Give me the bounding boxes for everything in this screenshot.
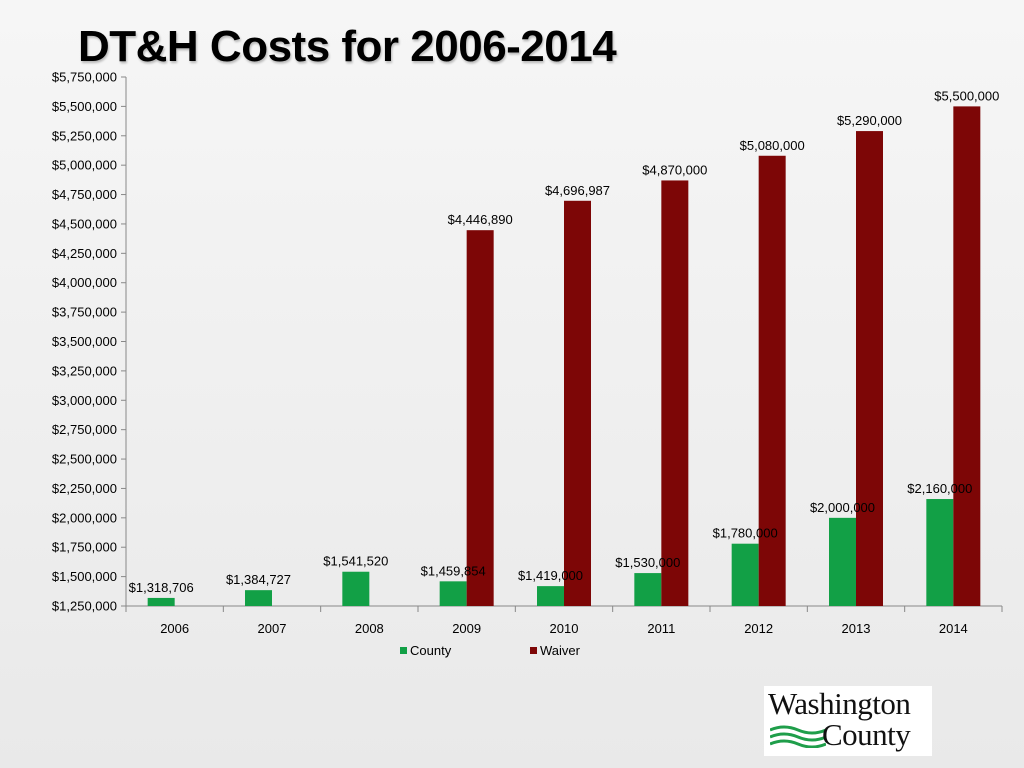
bar-waiver-2013 [856, 131, 883, 606]
washington-county-logo: Washington County [764, 686, 932, 756]
data-label-county-2013: $2,000,000 [810, 500, 875, 515]
legend-swatch-waiver [530, 647, 537, 654]
x-tick-label: 2011 [647, 621, 675, 636]
bar-county-2011 [634, 573, 662, 606]
bar-county-2007 [245, 590, 272, 606]
data-label-county-2009: $1,459,854 [421, 563, 486, 578]
bar-county-2009 [439, 581, 467, 606]
logo-text-county: County [822, 717, 911, 752]
x-tick-label: 2007 [258, 621, 287, 636]
data-label-waiver-2009: $4,446,890 [448, 212, 513, 227]
y-tick-label: $1,500,000 [52, 569, 117, 584]
data-label-county-2007: $1,384,727 [226, 572, 291, 587]
bar-county-2006 [147, 597, 175, 606]
legend-label-county: County [410, 643, 452, 658]
legend: County Waiver [400, 643, 581, 658]
y-tick-label: $1,250,000 [52, 599, 117, 614]
y-tick-label: $2,000,000 [52, 510, 117, 525]
y-tick-label: $3,000,000 [52, 393, 117, 408]
logo-waves-icon [770, 725, 826, 748]
data-label-county-2010: $1,419,000 [518, 568, 583, 583]
y-tick-label: $4,750,000 [52, 187, 117, 202]
x-tick-label: 2012 [744, 621, 773, 636]
page-title: DT&H Costs for 2006-2014 [78, 22, 617, 71]
bar-waiver-2009 [466, 230, 494, 607]
y-tick-label: $1,750,000 [52, 540, 117, 555]
bar-waiver-2012 [758, 155, 786, 607]
bar-county-2013 [829, 517, 856, 606]
bar-county-2014 [926, 499, 954, 606]
data-label-waiver-2012: $5,080,000 [740, 138, 805, 153]
data-label-county-2008: $1,541,520 [323, 554, 388, 569]
data-label-county-2011: $1,530,000 [615, 555, 680, 570]
y-tick-label: $2,750,000 [52, 422, 117, 437]
y-tick-label: $5,750,000 [52, 70, 117, 85]
x-tick-label: 2006 [160, 621, 189, 636]
y-tick-label: $2,500,000 [52, 452, 117, 467]
y-tick-label: $2,250,000 [52, 481, 117, 496]
x-tick-label: 2010 [550, 621, 579, 636]
x-tick-label: 2009 [452, 621, 481, 636]
bar-waiver-2011 [661, 180, 689, 606]
bar-waiver-2014 [953, 106, 981, 606]
x-tick-label: 2008 [355, 621, 384, 636]
y-tick-label: $4,000,000 [52, 275, 117, 290]
legend-label-waiver: Waiver [540, 643, 581, 658]
data-label-waiver-2011: $4,870,000 [642, 162, 707, 177]
data-label-waiver-2010: $4,696,987 [545, 183, 610, 198]
y-tick-label: $4,500,000 [52, 216, 117, 231]
data-label-county-2014: $2,160,000 [907, 481, 972, 496]
x-axis: 2006 2007 2008 2009 2010 2011 2012 2013 2014 [125, 605, 1003, 636]
data-label-county-2012: $1,780,000 [713, 526, 778, 541]
legend-swatch-county [400, 647, 407, 654]
y-tick-label: $3,250,000 [52, 363, 117, 378]
y-tick-label: $3,500,000 [52, 334, 117, 349]
logo-text-washington: Washington [768, 686, 911, 721]
y-tick-label: $5,500,000 [52, 99, 117, 114]
x-tick-label: 2013 [842, 621, 871, 636]
y-tick-label: $5,250,000 [52, 128, 117, 143]
data-label-county-2006: $1,318,706 [129, 580, 194, 595]
y-tick-label: $3,750,000 [52, 305, 117, 320]
data-label-waiver-2014: $5,500,000 [934, 88, 999, 103]
bar-county-2008 [342, 571, 370, 606]
x-tick-label: 2014 [939, 621, 968, 636]
bars [147, 106, 981, 607]
y-tick-label: $4,250,000 [52, 246, 117, 261]
data-label-waiver-2013: $5,290,000 [837, 113, 902, 128]
y-axis: $1,250,000 $1,500,000 $1,750,000 $2,000,000… [52, 70, 127, 614]
bar-county-2010 [537, 586, 564, 606]
bar-waiver-2010 [564, 200, 591, 606]
bar-county-2012 [731, 543, 759, 606]
data-labels: $1,318,706 $1,384,727 $1,541,520 $1,459,854… [129, 88, 1000, 595]
y-tick-label: $5,000,000 [52, 158, 117, 173]
